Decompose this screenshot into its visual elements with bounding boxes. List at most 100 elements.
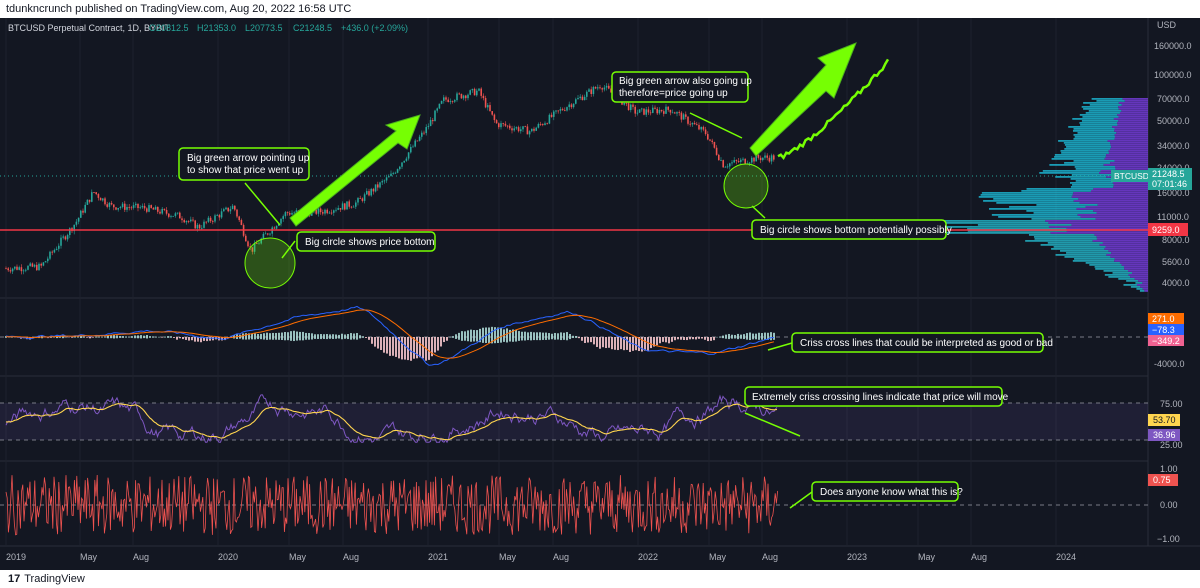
- candle-body: [225, 207, 227, 210]
- big-arrow-2[interactable]: [749, 42, 857, 157]
- candle-body: [594, 87, 597, 89]
- volume-bar-outside: [1117, 114, 1148, 116]
- macd-axis[interactable]: 271.0 −78.3 −349.2 -4000.0: [1148, 313, 1185, 369]
- candle-body: [11, 268, 14, 272]
- candle-body: [229, 209, 232, 212]
- price-axis[interactable]: USD 160000.0 100000.0 70000.0 50000.0 34…: [1111, 20, 1192, 288]
- bottom-circle-2[interactable]: [723, 163, 769, 209]
- volume-bar-outside: [1142, 282, 1148, 284]
- volume-bar-outside: [1136, 284, 1148, 286]
- macd-histogram-bar: [113, 335, 115, 339]
- tradingview-chart[interactable]: Big green arrow pointing up to show that…: [0, 18, 1200, 570]
- candle-body: [223, 209, 225, 212]
- volume-bar-outside: [1102, 242, 1148, 244]
- macd-histogram-bar: [692, 337, 694, 340]
- volume-bar-outside: [1110, 148, 1148, 150]
- volume-bar-value-area: [1063, 142, 1111, 144]
- macd-pane: [5, 305, 775, 366]
- macd-histogram-bar: [455, 334, 457, 339]
- volume-bar-value-area: [1103, 270, 1128, 272]
- candle-body: [726, 166, 729, 168]
- callout-7[interactable]: Does anyone know what this is?: [811, 481, 963, 502]
- volume-bar-outside: [1079, 202, 1148, 204]
- volume-bar-outside: [1142, 288, 1148, 290]
- macd-histogram-bar: [458, 332, 460, 340]
- macd-histogram-bar: [626, 337, 628, 350]
- macd-histogram-bar: [335, 334, 337, 339]
- volume-bar-value-area: [1025, 240, 1093, 242]
- candle-body: [355, 202, 357, 207]
- callout-1[interactable]: Big green arrow pointing up to show that…: [178, 147, 310, 181]
- big-arrow-1[interactable]: [289, 114, 421, 227]
- countdown-text: 07:01:46: [1152, 179, 1187, 189]
- volume-bar-outside: [1080, 216, 1148, 218]
- candle-body: [207, 217, 210, 222]
- price-tick: 50000.0: [1157, 116, 1190, 126]
- volume-bar-value-area: [1064, 256, 1111, 258]
- candle-body: [324, 209, 326, 214]
- candle-body: [568, 104, 570, 108]
- macd-histogram-bar: [74, 336, 76, 338]
- macd-histogram-bar: [278, 332, 280, 340]
- bottom-circle-1[interactable]: [244, 237, 296, 289]
- volume-bar-value-area: [1054, 154, 1107, 156]
- volume-bar-value-area: [1123, 284, 1137, 286]
- macd-histogram-bar: [62, 335, 64, 339]
- macd-histogram-bar: [548, 333, 550, 340]
- macd-histogram-bar: [134, 335, 136, 339]
- candle-body: [427, 126, 430, 128]
- candle-body: [731, 162, 733, 164]
- volume-bar-value-area: [1034, 238, 1097, 240]
- macd-histogram-bar: [89, 337, 91, 339]
- macd-histogram-bar: [254, 333, 256, 340]
- candle-body: [286, 212, 289, 214]
- candle-body: [108, 202, 111, 207]
- candle-body: [520, 129, 522, 132]
- candle-body: [410, 146, 412, 153]
- volume-bar-value-area: [1055, 254, 1107, 256]
- volume-bar-value-area: [1095, 268, 1125, 270]
- time-axis[interactable]: 2019 May Aug 2020 May Aug 2021 May Aug 2…: [6, 552, 1076, 562]
- volume-bar-outside: [1110, 142, 1148, 144]
- candle-body: [698, 124, 700, 130]
- macd-histogram-bar: [338, 334, 340, 339]
- volume-bar-value-area: [1060, 250, 1109, 252]
- candle-body: [462, 95, 465, 99]
- volume-bar-outside: [1095, 218, 1148, 220]
- volume-bar-outside: [1097, 204, 1148, 206]
- volume-bar-outside: [1110, 256, 1148, 258]
- callout-5[interactable]: Criss cross lines that could be interpre…: [791, 332, 1053, 353]
- candle-body: [449, 101, 452, 103]
- candle-body: [262, 233, 265, 239]
- volume-bar-outside: [1106, 254, 1148, 256]
- callout-2[interactable]: Big circle shows price bottom: [296, 231, 436, 252]
- volume-bar-value-area: [1072, 184, 1114, 186]
- macd-histogram-bar: [758, 332, 760, 340]
- candle-body: [47, 258, 49, 262]
- candle-body: [572, 103, 575, 108]
- volume-bar-value-area: [927, 226, 1049, 228]
- oscillator-axis[interactable]: 1.00 0.75 0.00 −1.00: [1148, 464, 1180, 544]
- callout-6[interactable]: Extremely criss crossing lines indicate …: [744, 386, 1009, 407]
- candle-body: [97, 194, 100, 198]
- price-tick: 16000.0: [1157, 188, 1190, 198]
- candle-body: [476, 90, 478, 96]
- volume-bar-value-area: [1074, 166, 1116, 168]
- callout-4[interactable]: Big circle shows bottom potentially poss…: [751, 219, 952, 240]
- candle-body: [141, 205, 144, 208]
- macd-histogram-bar: [440, 337, 442, 347]
- callout-3[interactable]: Big green arrow also going up therefore=…: [611, 71, 752, 103]
- volume-bar-value-area: [1075, 180, 1116, 182]
- candle-body: [566, 107, 568, 111]
- macd-histogram-bar: [446, 337, 448, 341]
- projection-line[interactable]: [777, 58, 890, 160]
- time-label: May: [289, 552, 307, 562]
- tradingview-logo: 17: [8, 573, 21, 585]
- rsi-axis[interactable]: 75.00 53.70 36.96 25.00: [1148, 399, 1183, 450]
- symbol-legend[interactable]: BTCUSD Perpetual Contract, 1D, BYBIT O20…: [8, 23, 408, 33]
- volume-bar-outside: [1048, 222, 1148, 224]
- candle-body: [495, 120, 498, 124]
- macd-histogram-bar: [500, 328, 502, 343]
- volume-bar-value-area: [1068, 126, 1113, 128]
- macd-histogram-bar: [260, 333, 262, 340]
